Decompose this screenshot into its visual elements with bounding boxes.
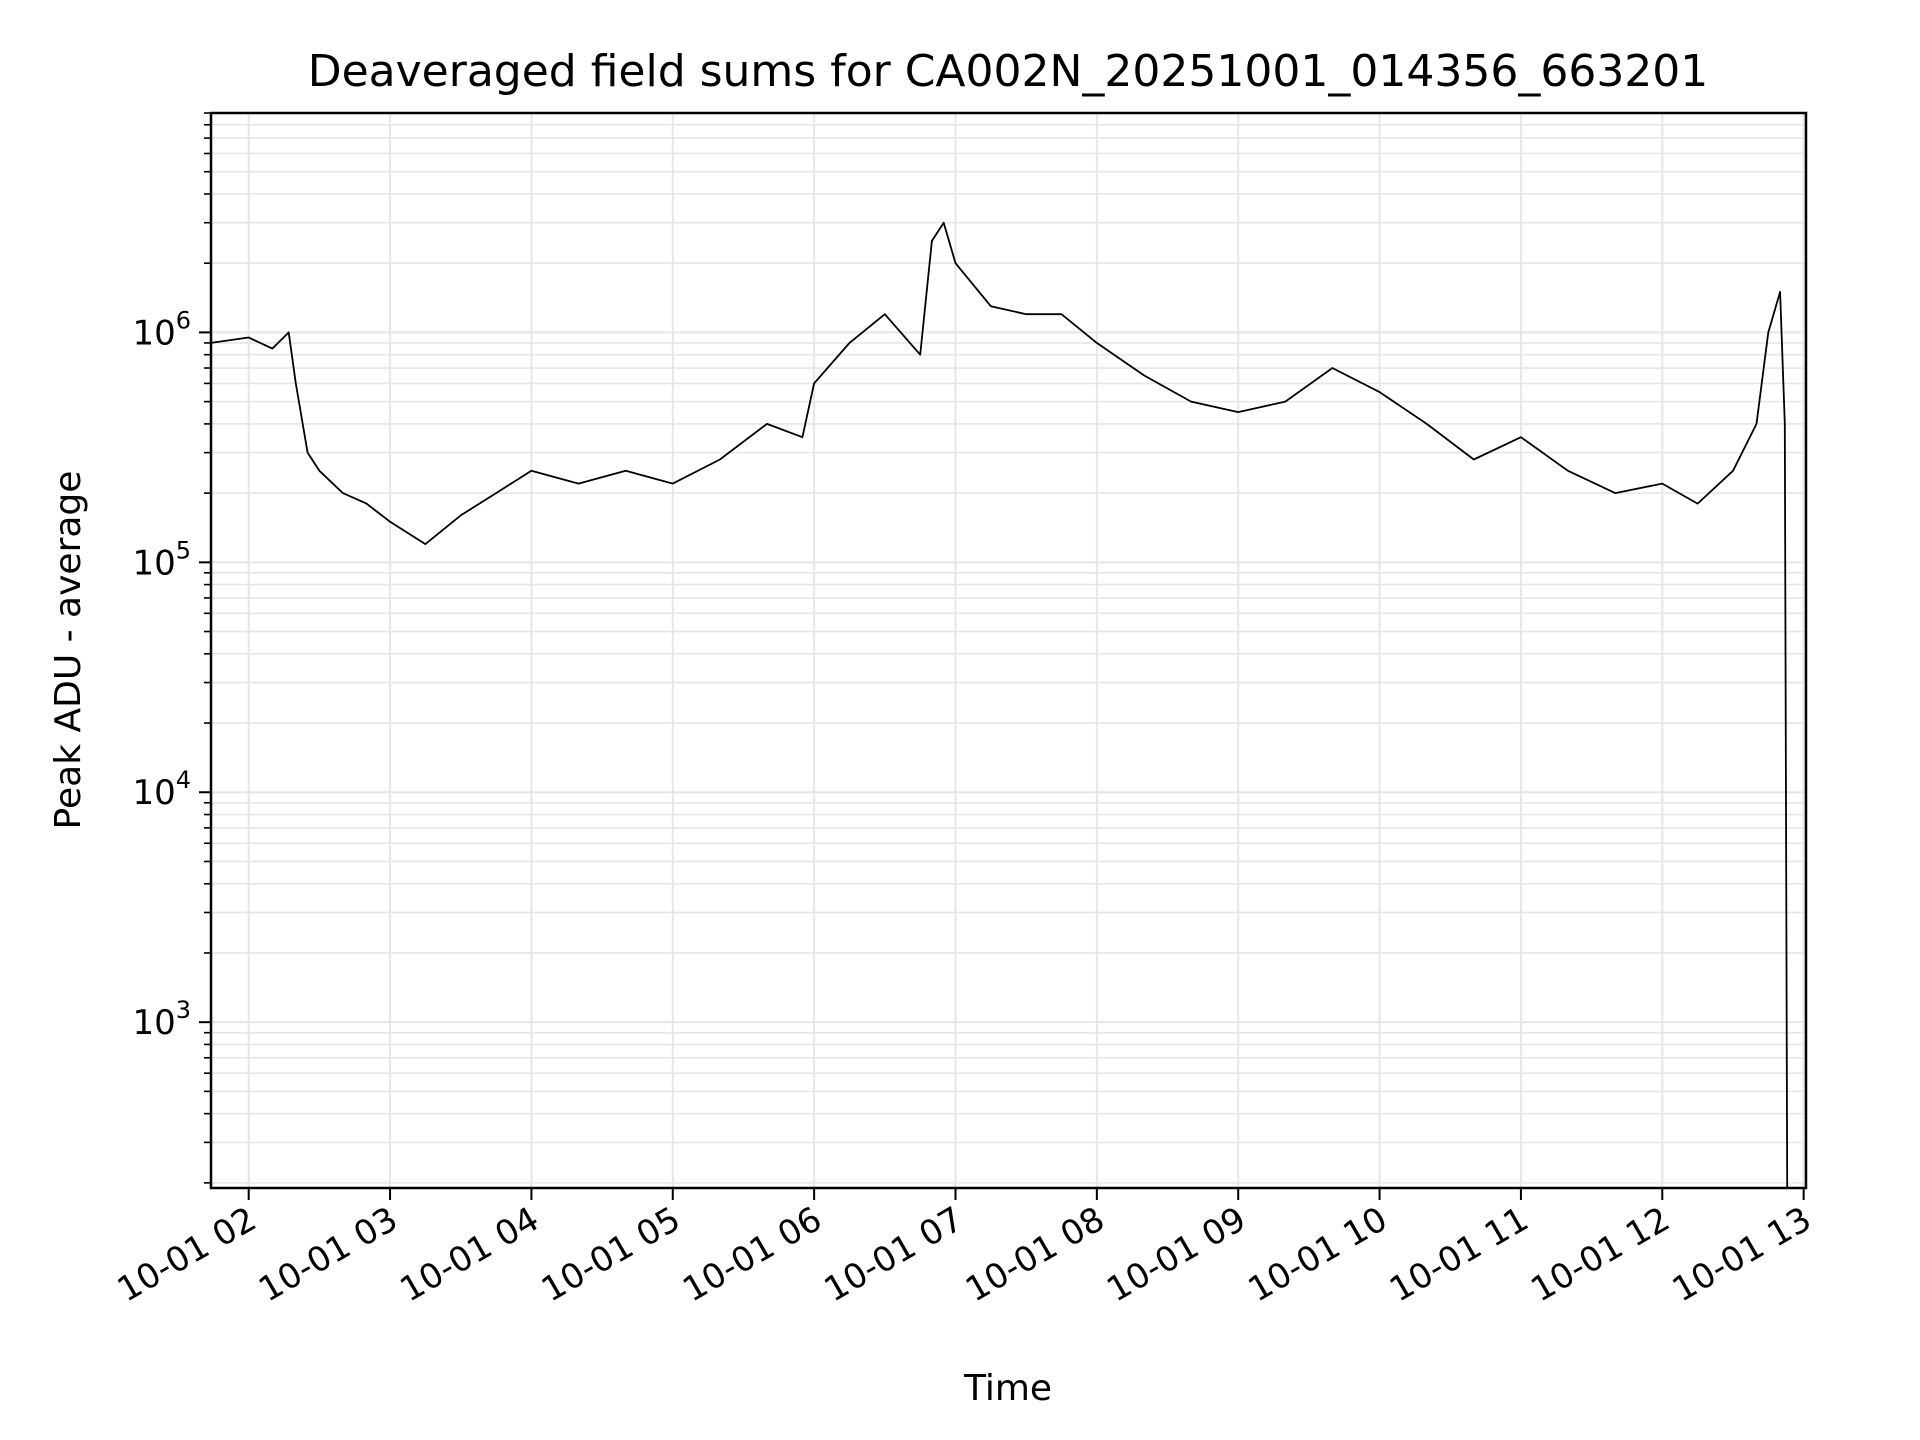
y-tick-label: 105 — [132, 536, 191, 583]
grid-layer — [211, 112, 1806, 1188]
series-layer — [210, 221, 1789, 1189]
y-tick-label-exponent: 5 — [176, 536, 191, 564]
y-tick-label-base: 10 — [132, 543, 175, 583]
series-line-0 — [210, 221, 1789, 1189]
y-tick-label-base: 10 — [132, 313, 175, 353]
y-tick-label: 104 — [132, 766, 191, 813]
y-tick-label: 106 — [132, 306, 191, 353]
y-tick-label-base: 10 — [132, 773, 175, 813]
chart-title: Deaveraged field sums for CA002N_2025100… — [308, 46, 1709, 97]
y-tick-label-exponent: 3 — [176, 996, 191, 1024]
plot-frame — [209, 111, 1808, 1190]
y-tick-label-base: 10 — [132, 1003, 175, 1043]
y-axis-label: Peak ADU - average — [48, 471, 89, 830]
y-tick-label-exponent: 6 — [176, 306, 191, 334]
x-axis-label: Time — [963, 1368, 1052, 1409]
y-tick-label-exponent: 4 — [176, 766, 191, 794]
y-tick-label: 103 — [132, 996, 191, 1043]
